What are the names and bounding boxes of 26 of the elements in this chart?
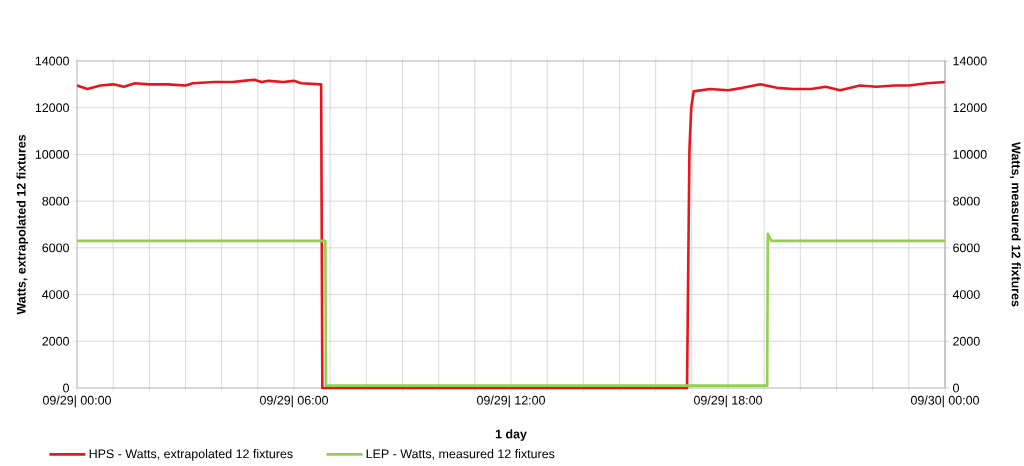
legend-label: HPS - Watts, extrapolated 12 fixtures bbox=[89, 449, 293, 461]
y2-tick-label: 12000 bbox=[953, 103, 987, 113]
y2-axis-title: Watts, measured 12 fixtures bbox=[1009, 142, 1021, 307]
y2-tick-label: 10000 bbox=[953, 150, 987, 159]
legend-label: LEP - Watts, measured 12 fixtures bbox=[366, 449, 555, 460]
y2-tick-label: 2000 bbox=[953, 336, 980, 346]
y-tick-label: 10000 bbox=[35, 150, 69, 159]
x-tick-label: 09/30| 00:00 bbox=[910, 395, 980, 408]
y2-tick-label: 8000 bbox=[953, 196, 980, 206]
y-tick-label: 14000 bbox=[35, 56, 69, 66]
y-tick-label: 4000 bbox=[42, 290, 69, 299]
x-axis-title: 1 day bbox=[495, 429, 527, 441]
y2-tick-label: 0 bbox=[953, 383, 959, 393]
x-tick-label: 09/29| 06:00 bbox=[259, 395, 329, 408]
y-tick-label: 12000 bbox=[35, 103, 69, 113]
y-tick-label: 8000 bbox=[42, 196, 69, 206]
x-tick-label: 09/29| 12:00 bbox=[476, 395, 546, 408]
y-tick-label: 6000 bbox=[42, 243, 69, 253]
y-tick-label: 2000 bbox=[42, 336, 69, 346]
y2-tick-label: 6000 bbox=[953, 243, 980, 253]
x-tick-label: 09/29| 00:00 bbox=[42, 395, 112, 408]
y2-tick-label: 14000 bbox=[953, 56, 987, 66]
y-tick-label: 0 bbox=[63, 383, 69, 393]
y-axis-title: Watts, extrapolated 12 fixtures bbox=[16, 134, 29, 315]
x-tick-label: 09/29| 18:00 bbox=[693, 395, 763, 408]
y2-tick-label: 4000 bbox=[952, 290, 980, 299]
